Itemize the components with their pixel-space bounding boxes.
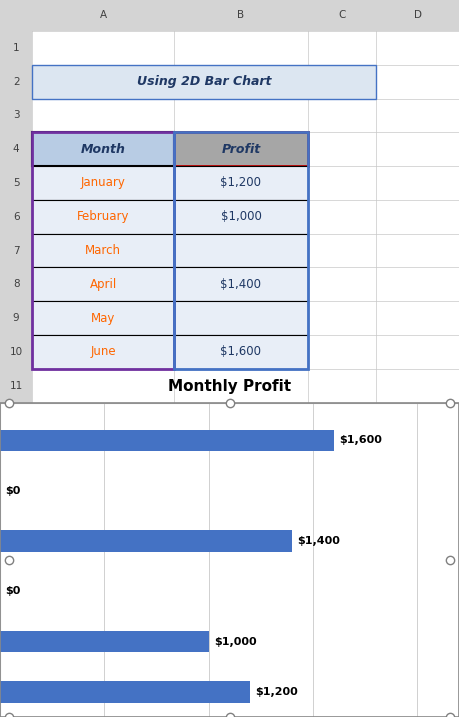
- Text: 1: 1: [13, 43, 19, 53]
- Text: 7: 7: [13, 245, 19, 255]
- FancyBboxPatch shape: [32, 335, 174, 369]
- Bar: [0, 631, 209, 652]
- Text: $1,600: $1,600: [339, 435, 382, 445]
- FancyBboxPatch shape: [174, 200, 308, 234]
- Text: $1,000: $1,000: [214, 637, 257, 647]
- Text: $1,400: $1,400: [220, 277, 262, 291]
- FancyBboxPatch shape: [0, 0, 459, 31]
- Text: 6: 6: [13, 212, 19, 222]
- Text: 2: 2: [13, 77, 19, 87]
- FancyBboxPatch shape: [32, 65, 376, 98]
- Text: 10: 10: [10, 347, 22, 357]
- Text: $1,600: $1,600: [220, 346, 262, 358]
- Bar: [0, 429, 334, 451]
- FancyBboxPatch shape: [174, 133, 308, 166]
- FancyBboxPatch shape: [174, 335, 308, 369]
- Bar: [0, 681, 250, 703]
- Text: Profit: Profit: [221, 143, 261, 156]
- FancyBboxPatch shape: [32, 31, 459, 402]
- Text: $1,200: $1,200: [220, 176, 262, 189]
- Text: 11: 11: [10, 381, 22, 391]
- Text: B: B: [237, 11, 245, 21]
- FancyBboxPatch shape: [174, 234, 308, 267]
- Text: $1,400: $1,400: [297, 536, 340, 546]
- FancyBboxPatch shape: [0, 31, 32, 402]
- Text: April: April: [90, 277, 117, 291]
- Text: January: January: [81, 176, 126, 189]
- Text: Using 2D Bar Chart: Using 2D Bar Chart: [137, 75, 272, 88]
- FancyBboxPatch shape: [174, 267, 308, 301]
- Text: February: February: [77, 210, 129, 223]
- FancyBboxPatch shape: [32, 133, 174, 166]
- Text: March: March: [85, 244, 121, 257]
- Text: 8: 8: [13, 280, 19, 290]
- Text: C: C: [338, 11, 346, 21]
- Text: 5: 5: [13, 178, 19, 188]
- FancyBboxPatch shape: [32, 234, 174, 267]
- Text: A: A: [100, 11, 107, 21]
- Text: D: D: [414, 11, 422, 21]
- Text: June: June: [90, 346, 116, 358]
- Text: $1,000: $1,000: [220, 210, 262, 223]
- FancyBboxPatch shape: [32, 200, 174, 234]
- FancyBboxPatch shape: [32, 166, 174, 200]
- Text: Month: Month: [81, 143, 126, 156]
- Text: $0: $0: [5, 587, 21, 597]
- Text: 9: 9: [13, 313, 19, 323]
- Text: 3: 3: [13, 110, 19, 120]
- Text: $1,200: $1,200: [256, 687, 298, 697]
- Text: $0: $0: [5, 485, 21, 495]
- FancyBboxPatch shape: [32, 267, 174, 301]
- FancyBboxPatch shape: [174, 166, 308, 200]
- Title: Monthly Profit: Monthly Profit: [168, 379, 291, 394]
- Bar: [0, 530, 292, 551]
- FancyBboxPatch shape: [174, 301, 308, 335]
- Text: May: May: [91, 312, 116, 325]
- FancyBboxPatch shape: [32, 301, 174, 335]
- Text: 4: 4: [13, 144, 19, 154]
